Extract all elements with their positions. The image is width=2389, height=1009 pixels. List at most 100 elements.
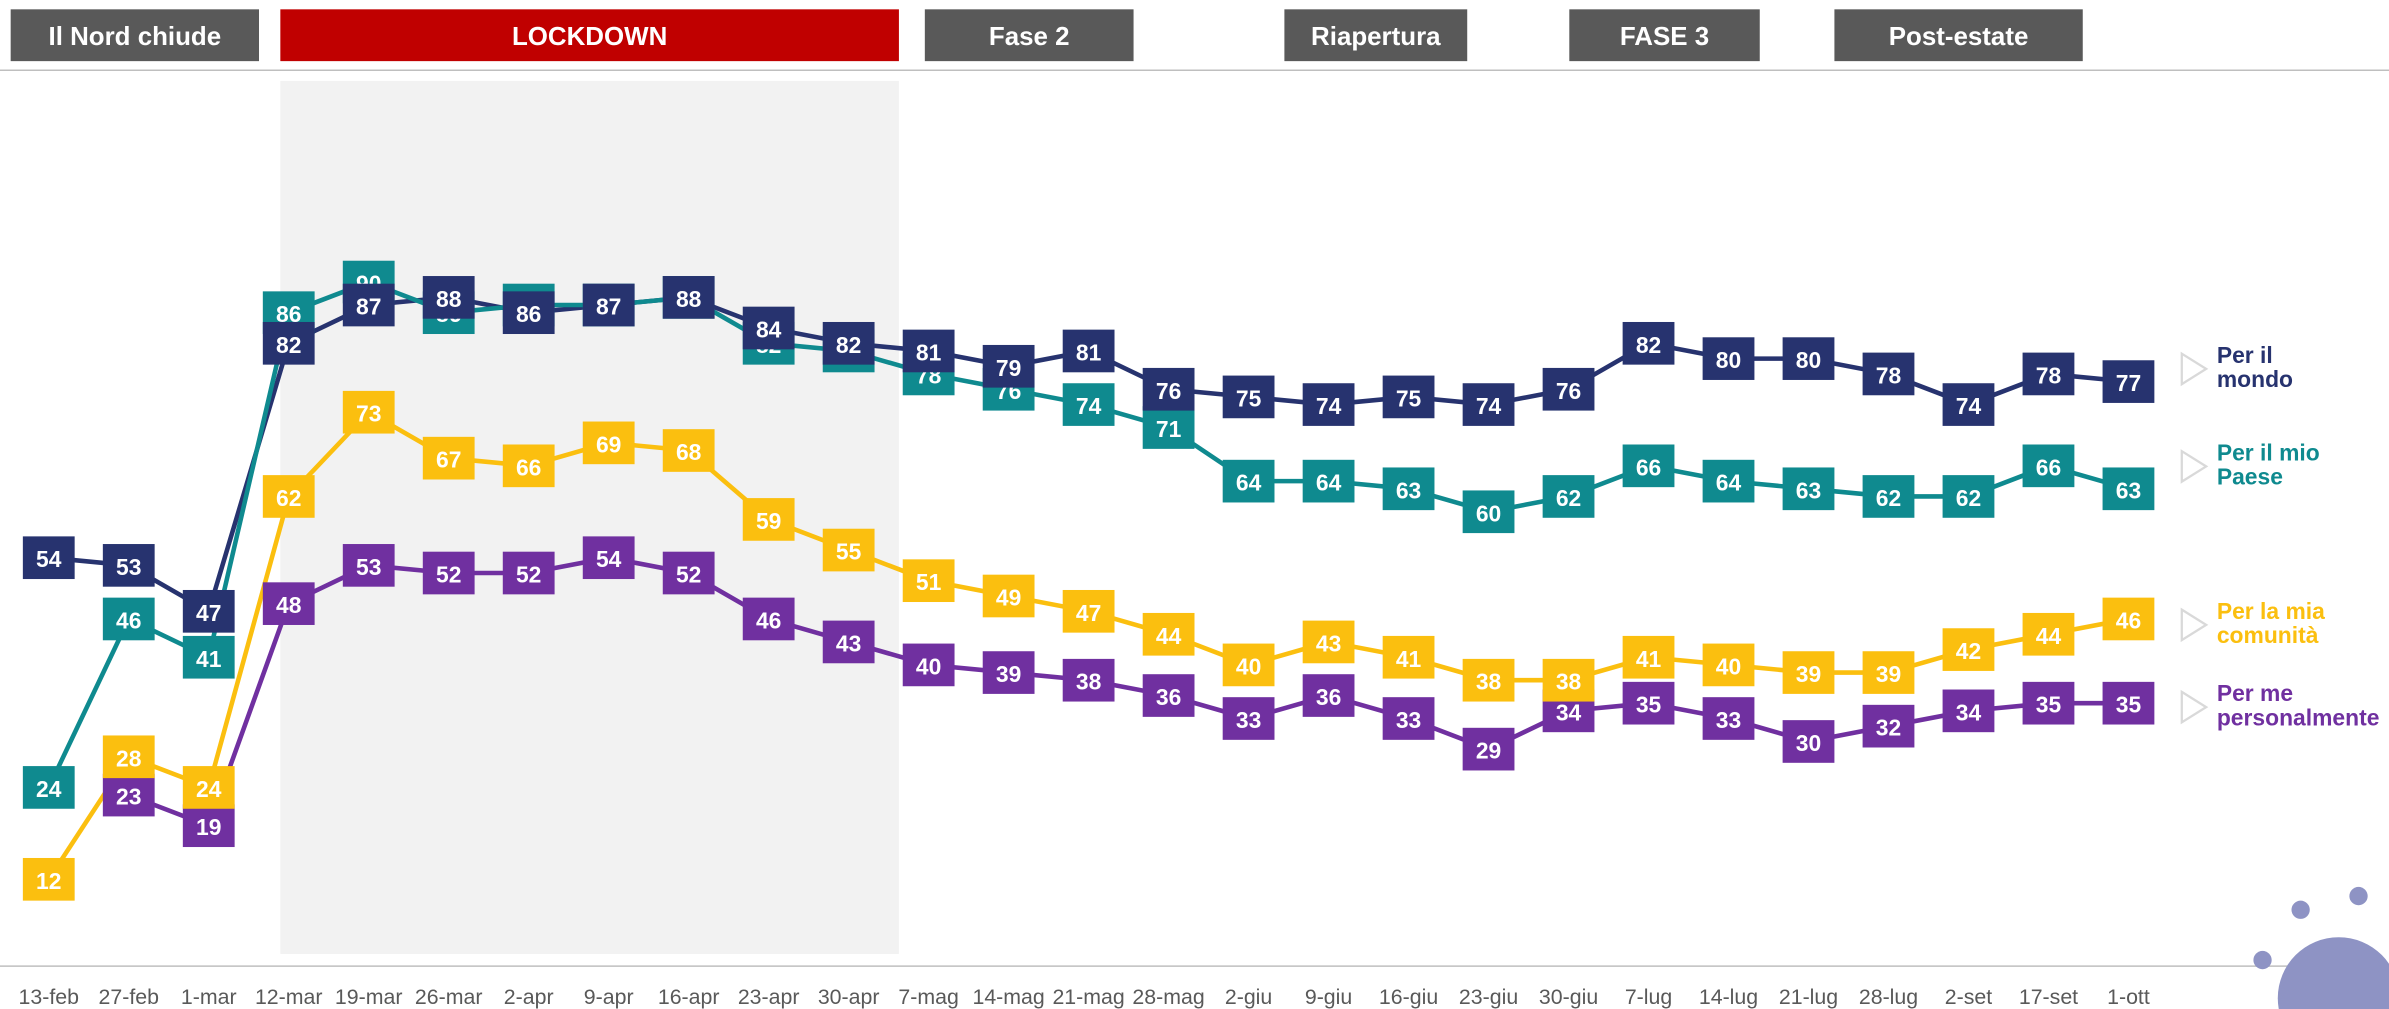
x-tick-label: 16-apr xyxy=(658,985,720,1009)
data-label: 54 xyxy=(596,546,622,572)
data-label: 88 xyxy=(676,286,701,312)
data-label: 87 xyxy=(596,294,621,320)
data-label: 30 xyxy=(1796,730,1821,756)
data-label: 41 xyxy=(1396,646,1422,672)
data-label: 74 xyxy=(1316,393,1342,419)
data-label: 53 xyxy=(116,554,141,580)
data-label: 76 xyxy=(1556,378,1581,404)
data-label: 64 xyxy=(1236,470,1262,496)
data-label: 47 xyxy=(196,600,221,626)
data-label: 69 xyxy=(596,431,621,457)
data-label: 41 xyxy=(196,646,222,672)
phase-label: Il Nord chiude xyxy=(49,23,222,51)
data-label: 74 xyxy=(1956,393,1982,419)
data-label: 54 xyxy=(36,546,62,572)
phase-label: Post-estate xyxy=(1889,23,2029,51)
phase-label: Fase 2 xyxy=(989,23,1070,51)
data-label: 46 xyxy=(756,607,781,633)
data-label: 40 xyxy=(916,653,941,679)
data-label: 53 xyxy=(356,554,381,580)
x-tick-label: 21-lug xyxy=(1779,985,1838,1009)
legend-item: Per me personalmente xyxy=(2217,683,2389,744)
data-label: 68 xyxy=(676,439,701,465)
data-label: 78 xyxy=(2036,362,2061,388)
x-tick-label: 9-giu xyxy=(1305,985,1352,1009)
data-label: 74 xyxy=(1476,393,1502,419)
data-label: 60 xyxy=(1476,500,1501,526)
legend-item: Per il mondo xyxy=(2217,345,2389,406)
chart: Il Nord chiude LOCKDOWN Fase 2 Riapertura FA… xyxy=(0,0,2389,1009)
data-label: 49 xyxy=(996,585,1021,611)
data-label: 62 xyxy=(1556,485,1581,511)
x-tick-label: 16-giu xyxy=(1379,985,1438,1009)
data-label: 63 xyxy=(1396,477,1421,503)
data-label: 35 xyxy=(1636,692,1662,718)
x-tick-label: 26-mar xyxy=(415,985,483,1009)
legend-label: Per me personalmente xyxy=(2217,683,2389,732)
legend-marker xyxy=(2182,610,2206,640)
legend-item: Per il mio Paese xyxy=(2217,442,2389,503)
data-label: 47 xyxy=(1076,600,1101,626)
legend-marker xyxy=(2182,692,2206,722)
data-label: 44 xyxy=(1156,623,1182,649)
data-label: 43 xyxy=(1316,630,1341,656)
lockdown-shade xyxy=(280,81,899,954)
legend-marker xyxy=(2182,354,2206,384)
x-tick-label: 2-giu xyxy=(1225,985,1272,1009)
data-label: 76 xyxy=(1156,378,1181,404)
data-label: 38 xyxy=(1076,669,1101,695)
data-label: 24 xyxy=(196,776,222,802)
data-label: 63 xyxy=(2116,477,2141,503)
data-label: 40 xyxy=(1716,653,1741,679)
data-label: 46 xyxy=(2116,607,2141,633)
phase-label: Riapertura xyxy=(1311,23,1441,51)
data-label: 35 xyxy=(2116,692,2142,718)
data-label: 41 xyxy=(1636,646,1662,672)
x-tick-label: 14-mag xyxy=(972,985,1044,1009)
x-tick-label: 1-mar xyxy=(181,985,237,1009)
data-label: 64 xyxy=(1716,470,1742,496)
data-label: 74 xyxy=(1076,393,1102,419)
x-tick-label: 21-mag xyxy=(1052,985,1124,1009)
x-tick-label: 14-lug xyxy=(1699,985,1758,1009)
data-label: 12 xyxy=(36,868,61,894)
data-label: 34 xyxy=(1556,699,1582,725)
data-label: 86 xyxy=(516,301,541,327)
legend-label: Per la mia comunità xyxy=(2217,600,2347,649)
data-label: 52 xyxy=(676,562,701,588)
data-label: 52 xyxy=(516,562,541,588)
data-label: 62 xyxy=(1956,485,1981,511)
legend-label: Per il mondo xyxy=(2217,345,2347,394)
data-label: 71 xyxy=(1156,416,1182,442)
x-tick-label: 28-mag xyxy=(1132,985,1204,1009)
x-tick-label: 7-lug xyxy=(1625,985,1672,1009)
phase-label: LOCKDOWN xyxy=(512,23,667,51)
x-tick-label: 9-apr xyxy=(584,985,634,1009)
data-label: 84 xyxy=(756,317,782,343)
x-tick-label: 17-set xyxy=(2019,985,2078,1009)
x-tick-label: 23-giu xyxy=(1459,985,1518,1009)
data-label: 34 xyxy=(1956,699,1982,725)
phase-label: FASE 3 xyxy=(1620,23,1709,51)
data-label: 66 xyxy=(516,454,541,480)
legend-marker xyxy=(2182,451,2206,481)
data-label: 63 xyxy=(1796,477,1821,503)
x-tick-label: 7-mag xyxy=(898,985,958,1009)
x-tick-label: 28-lug xyxy=(1859,985,1918,1009)
data-label: 55 xyxy=(836,539,862,565)
data-label: 82 xyxy=(276,332,301,358)
data-label: 64 xyxy=(1316,470,1342,496)
x-tick-label: 19-mar xyxy=(335,985,403,1009)
data-label: 40 xyxy=(1236,653,1261,679)
data-label: 39 xyxy=(996,661,1021,687)
data-label: 33 xyxy=(1236,707,1261,733)
data-label: 46 xyxy=(116,607,141,633)
data-label: 29 xyxy=(1476,738,1501,764)
x-tick-label: 27-feb xyxy=(99,985,159,1009)
data-label: 32 xyxy=(1876,715,1901,741)
virus-icon xyxy=(2253,887,2389,1009)
legend-label: Per il mio Paese xyxy=(2217,442,2347,491)
data-label: 81 xyxy=(1076,339,1102,365)
data-label: 48 xyxy=(276,592,301,618)
data-label: 81 xyxy=(916,339,942,365)
